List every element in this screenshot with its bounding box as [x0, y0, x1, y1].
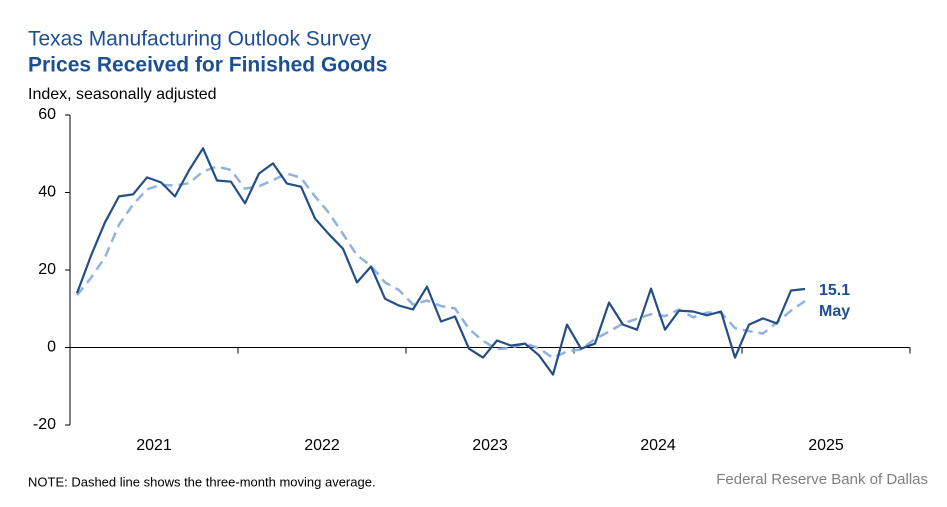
chart-subtitle: Prices Received for Finished Goods	[28, 54, 387, 77]
value-label: 15.1	[819, 282, 850, 299]
chart-title: Texas Manufacturing Outlook Survey	[28, 28, 372, 51]
annotation: May	[819, 303, 850, 320]
y-tick-label: 60	[38, 106, 56, 123]
y-tick-label: -20	[33, 416, 56, 433]
series-line	[75, 147, 806, 376]
y-tick-label: 40	[38, 184, 56, 201]
y-tick-label: 20	[38, 261, 56, 278]
x-tick-label: 2025	[808, 437, 844, 454]
series-line	[76, 165, 806, 360]
y-tick-label: 0	[47, 339, 56, 356]
x-tick-label: 2024	[640, 437, 676, 454]
note: NOTE: Dashed line shows the three-month …	[28, 474, 376, 489]
y-axis-label: Index, seasonally adjusted	[28, 86, 217, 103]
x-tick-label: 2023	[472, 437, 508, 454]
x-tick-label: 2022	[304, 437, 340, 454]
x-tick-label: 2021	[136, 437, 172, 454]
source: Federal Reserve Bank of Dallas	[716, 471, 928, 488]
